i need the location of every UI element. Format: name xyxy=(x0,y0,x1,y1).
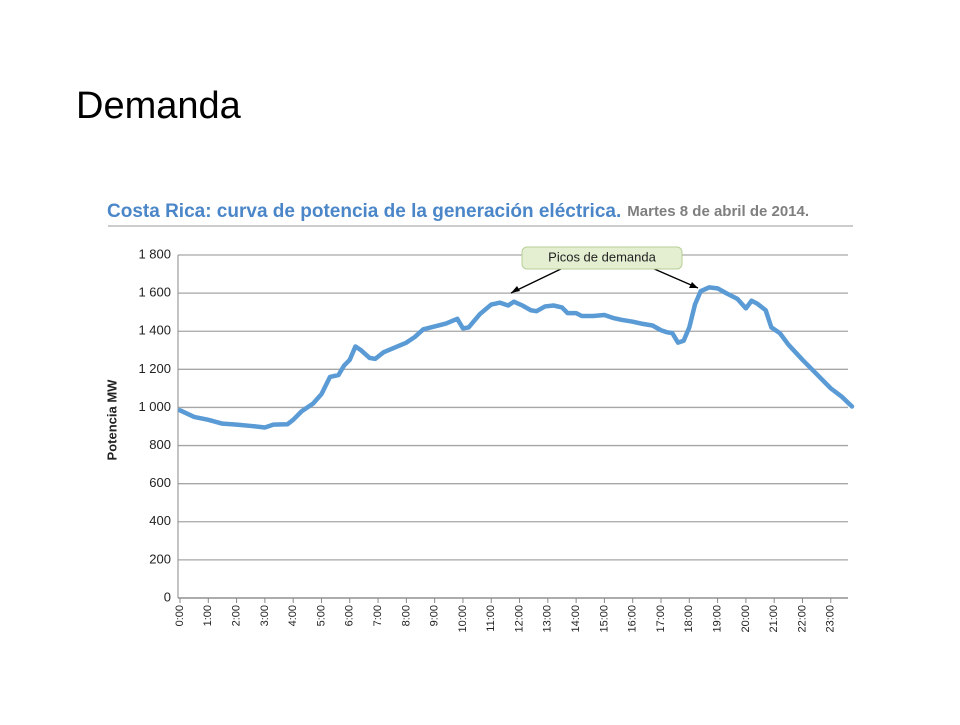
x-tick-label: 20:00 xyxy=(740,605,752,633)
plot: 0 200 400 600 800 1 000 1 200 1 400 1 600 1 800 0:… xyxy=(138,246,855,633)
y-tick-label: 0 xyxy=(164,589,171,604)
x-tick-label: 4:00 xyxy=(287,605,299,626)
x-tick-label: 6:00 xyxy=(344,605,356,626)
annotation-text: Picos de demanda xyxy=(548,249,656,264)
y-tick-label: 800 xyxy=(149,437,171,452)
y-tick-label: 1 200 xyxy=(138,361,171,376)
y-axis-label: Potencia MW xyxy=(104,379,119,461)
x-tick-label: 1:00 xyxy=(202,605,214,626)
x-tick-label: 16:00 xyxy=(627,605,639,633)
x-tick-label: 17:00 xyxy=(655,605,667,633)
x-tick-label: 15:00 xyxy=(598,605,610,633)
x-tick-label: 21:00 xyxy=(768,605,780,633)
annotation-box xyxy=(521,246,683,270)
x-tick-label: 0:00 xyxy=(174,605,186,626)
y-tick-label: 1 000 xyxy=(138,399,171,414)
x-tick-label: 12:00 xyxy=(513,605,525,633)
x-tick-label: 19:00 xyxy=(712,605,724,633)
x-tick-label: 9:00 xyxy=(429,605,441,626)
annotation-arrow xyxy=(510,267,564,294)
x-tick-label: 2:00 xyxy=(230,605,242,626)
x-tick-label: 13:00 xyxy=(542,605,554,633)
y-tick-label: 400 xyxy=(149,513,171,528)
y-tick-label: 200 xyxy=(149,551,171,566)
x-tick-label: 22:00 xyxy=(796,605,808,633)
chart-subtitle: Martes 8 de abril de 2014. xyxy=(627,203,809,220)
y-tick-label: 1 600 xyxy=(138,285,171,300)
x-tick-label: 11:00 xyxy=(485,605,497,632)
x-tick-label: 7:00 xyxy=(372,605,384,626)
x-tick-label: 10:00 xyxy=(457,605,469,633)
y-tick-label: 1 400 xyxy=(138,323,171,338)
annotation-arrow xyxy=(651,267,699,289)
arrow-head xyxy=(689,282,698,288)
chart-heading: Costa Rica: curva de potencia de la gene… xyxy=(107,201,809,222)
x-tick-label: 5:00 xyxy=(315,605,327,626)
chart-title: Costa Rica: curva de potencia de la gene… xyxy=(107,201,621,222)
x-tick-label: 8:00 xyxy=(400,605,412,626)
y-tick-label: 1 800 xyxy=(138,246,171,261)
x-tick-label: 23:00 xyxy=(825,605,837,633)
slide-title: Demanda xyxy=(76,85,242,127)
x-tick-label: 18:00 xyxy=(683,605,695,633)
x-tick-label: 14:00 xyxy=(570,605,582,633)
data-line xyxy=(177,285,855,430)
y-tick-label: 600 xyxy=(149,475,171,490)
x-tick-label: 3:00 xyxy=(259,605,271,626)
arrow-head xyxy=(511,286,520,293)
